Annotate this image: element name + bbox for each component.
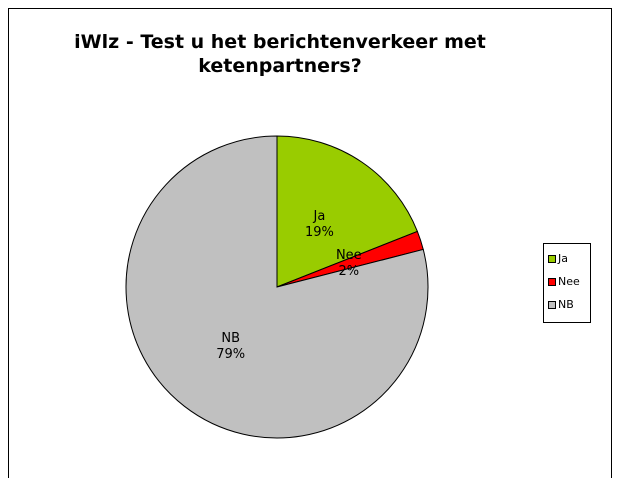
pie-slice xyxy=(276,135,419,288)
pie-slice xyxy=(125,135,429,439)
legend-swatch xyxy=(548,278,556,286)
slice-category-label: Nee xyxy=(336,248,362,263)
chart-border xyxy=(8,8,612,478)
slice-category-label: Ja xyxy=(313,209,326,224)
legend-label: Nee xyxy=(558,275,580,288)
legend-label: NB xyxy=(558,298,574,311)
legend-swatch xyxy=(548,301,556,309)
slice-value-label: 19% xyxy=(305,225,334,240)
legend-label: Ja xyxy=(557,252,568,265)
chart-title: iWlz - Test u het berichtenverkeer met k… xyxy=(74,31,486,77)
slice-category-label: NB xyxy=(221,331,240,346)
legend-swatch xyxy=(548,255,556,263)
slice-value-label: 79% xyxy=(216,347,245,362)
slice-value-label: 2% xyxy=(338,264,359,279)
